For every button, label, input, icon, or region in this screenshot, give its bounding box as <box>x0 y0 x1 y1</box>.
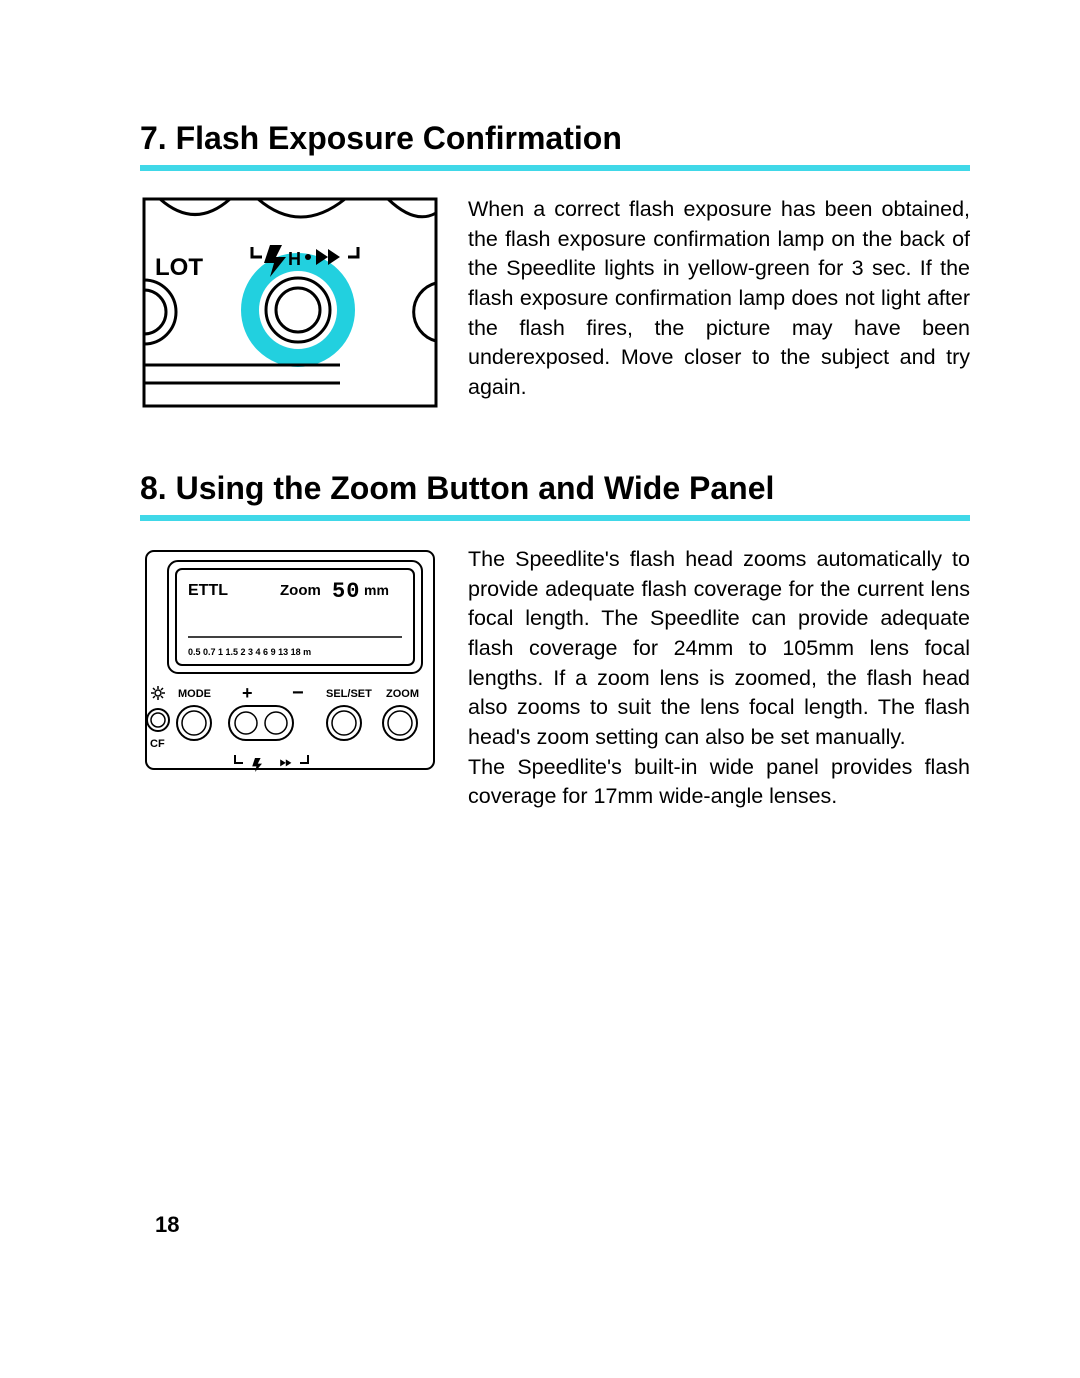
label-selset: SEL/SET <box>326 688 372 700</box>
lcd-zoom-label: Zoom <box>280 582 321 599</box>
illus-flash-confirm: LOT H <box>140 195 440 410</box>
text-8: The Speedlite's flash head zooms automat… <box>468 545 970 812</box>
page-number: 18 <box>155 1212 179 1238</box>
label-lot: LOT <box>155 254 203 281</box>
lcd-ettl: ETTL <box>188 582 228 599</box>
heading-underline <box>140 165 970 171</box>
text-8-p2: The Speedlite's built-in wide panel prov… <box>468 753 970 812</box>
label-cf: CF <box>150 738 165 750</box>
svg-text:H: H <box>288 249 301 269</box>
label-zoom: ZOOM <box>386 688 419 700</box>
lcd-distance-scale: 0.5 0.7 1 1.5 2 3 4 6 9 13 18 m <box>188 647 311 657</box>
lcd-zoom-unit: mm <box>364 582 389 598</box>
lcd-zoom-value: 50 <box>332 579 360 604</box>
illus-lcd-panel: ETTL Zoom 50 mm 0.5 0.7 1 1.5 2 3 4 6 9 … <box>140 545 440 775</box>
label-plus: + <box>242 683 253 703</box>
text-7: When a correct flash exposure has been o… <box>468 195 970 403</box>
text-8-p1: The Speedlite's flash head zooms automat… <box>468 545 970 753</box>
label-mode: MODE <box>178 688 211 700</box>
heading-8: 8. Using the Zoom Button and Wide Panel <box>140 470 970 507</box>
section-flash-exposure: 7. Flash Exposure Confirmation LOT <box>140 120 970 410</box>
plus-minus-rocker <box>228 706 293 740</box>
label-minus: − <box>292 682 304 704</box>
section-zoom-button: 8. Using the Zoom Button and Wide Panel … <box>140 470 970 812</box>
heading-7: 7. Flash Exposure Confirmation <box>140 120 970 157</box>
heading-underline-2 <box>140 515 970 521</box>
